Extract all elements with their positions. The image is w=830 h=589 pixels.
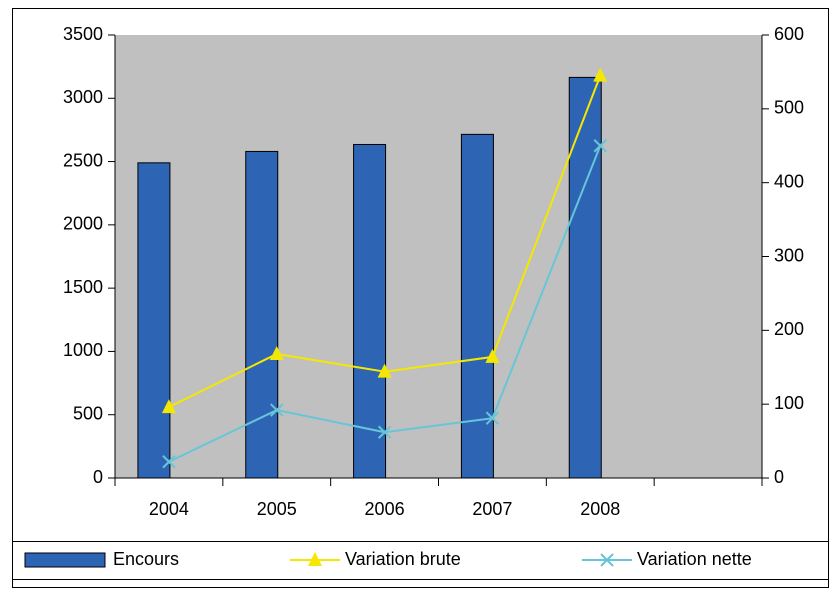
y-tick-label: 500 [73, 403, 103, 423]
y2-tick-label: 100 [774, 393, 804, 413]
y-tick-label: 3500 [63, 24, 103, 44]
point [162, 455, 176, 469]
legend-swatch [24, 552, 106, 568]
x-tick-label: 2008 [580, 499, 620, 519]
point [161, 399, 176, 414]
y-tick-label: 1500 [63, 277, 103, 297]
bar [353, 143, 387, 479]
bar [137, 162, 171, 479]
bar [568, 76, 602, 479]
legend-label: Variation brute [345, 549, 461, 569]
x-tick-label: 2004 [149, 499, 189, 519]
y-tick-label: 3000 [63, 87, 103, 107]
legend-marker [600, 553, 614, 567]
legend-marker [308, 552, 322, 566]
legend-label: Encours [113, 549, 179, 569]
bar [460, 133, 494, 479]
point [270, 403, 284, 417]
legend-label: Variation nette [637, 549, 752, 569]
y2-tick-label: 300 [774, 245, 804, 265]
y-tick-label: 1000 [63, 340, 103, 360]
y2-tick-label: 500 [774, 98, 804, 118]
y2-tick-label: 600 [774, 24, 804, 44]
plot-background [115, 35, 762, 478]
x-tick-label: 2005 [257, 499, 297, 519]
y-tick-label: 2000 [63, 214, 103, 234]
y-tick-label: 2500 [63, 150, 103, 170]
legend-box [12, 541, 829, 580]
y2-tick-label: 200 [774, 319, 804, 339]
point [593, 139, 607, 153]
point [485, 348, 500, 363]
bar [245, 150, 279, 479]
point [377, 363, 392, 378]
point [485, 411, 500, 425]
y-tick-label: 0 [93, 467, 103, 487]
y2-tick-label: 400 [774, 171, 804, 191]
y2-tick-label: 0 [774, 467, 784, 487]
point [593, 67, 608, 82]
point [269, 345, 284, 360]
point [377, 425, 392, 439]
x-tick-label: 2006 [365, 499, 405, 519]
x-tick-label: 2007 [472, 499, 512, 519]
